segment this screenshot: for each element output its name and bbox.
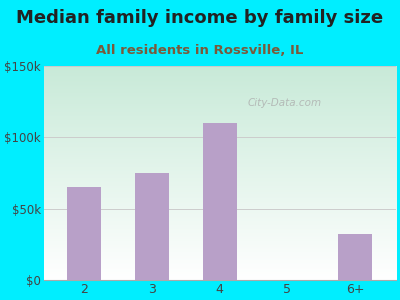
Bar [67, 187, 101, 280]
Bar [338, 234, 372, 280]
Bar [135, 173, 169, 280]
Text: Median family income by family size: Median family income by family size [16, 9, 384, 27]
Text: All residents in Rossville, IL: All residents in Rossville, IL [96, 44, 304, 56]
Bar [203, 123, 237, 280]
Text: City-Data.com: City-Data.com [248, 98, 322, 108]
